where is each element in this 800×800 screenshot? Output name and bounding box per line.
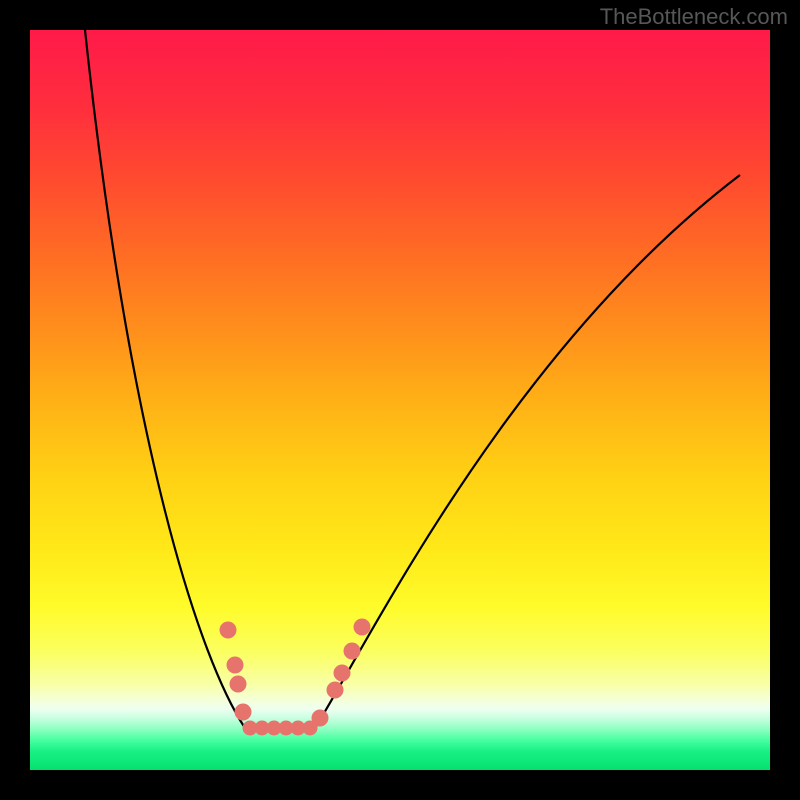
marker-right-3 [344,643,361,660]
marker-right-0 [312,710,329,727]
marker-right-4 [354,619,371,636]
marker-left-3 [235,704,252,721]
chart-root: TheBottleneck.com [0,0,800,800]
marker-right-1 [327,682,344,699]
marker-left-1 [227,657,244,674]
chart-svg [0,0,800,800]
marker-left-0 [220,622,237,639]
marker-left-2 [230,676,247,693]
marker-right-2 [334,665,351,682]
